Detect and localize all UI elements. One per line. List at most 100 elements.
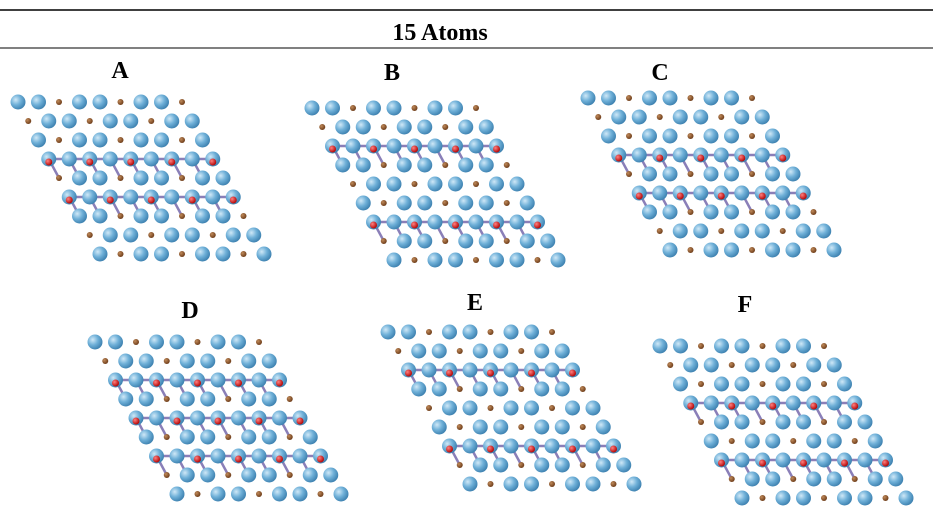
oxygen-atom [133, 418, 140, 425]
oxygen-atom [528, 446, 535, 453]
carbon-atom [225, 434, 231, 440]
carbon-atom [790, 362, 796, 368]
metal-atom [62, 152, 77, 167]
carbon-atom [148, 118, 154, 124]
metal-atom [806, 434, 821, 449]
carbon-atom [518, 462, 524, 468]
structure-panel: A [11, 58, 272, 262]
metal-atom [755, 224, 770, 239]
carbon-atom [488, 405, 494, 411]
carbon-atom [118, 99, 124, 105]
metal-atom [745, 358, 760, 373]
metal-atom [827, 358, 842, 373]
metal-atom [755, 148, 770, 163]
oxygen-atom [153, 456, 160, 463]
oxygen-atom [728, 403, 735, 410]
metal-atom [765, 167, 780, 182]
metal-atom [262, 430, 277, 445]
carbon-atom [287, 434, 293, 440]
metal-atom [596, 420, 611, 435]
metal-atom [765, 472, 780, 487]
metal-atom [704, 358, 719, 373]
metal-atom [185, 114, 200, 129]
metal-atom [241, 468, 256, 483]
carbon-atom [626, 133, 632, 139]
oxygen-atom [86, 159, 93, 166]
oxygen-atom [534, 222, 541, 229]
metal-atom [458, 120, 473, 135]
panel-label: B [384, 60, 400, 86]
carbon-atom [287, 472, 293, 478]
oxygen-atom [569, 370, 576, 377]
metal-atom [448, 101, 463, 116]
carbon-atom [549, 405, 555, 411]
metal-atom [262, 392, 277, 407]
metal-atom [534, 344, 549, 359]
metal-atom [103, 228, 118, 243]
atoms [11, 95, 272, 262]
carbon-atom [426, 405, 432, 411]
metal-atom [272, 487, 287, 502]
metal-atom [555, 458, 570, 473]
metal-atom [356, 120, 371, 135]
carbon-atom [883, 495, 889, 501]
metal-atom [170, 335, 185, 350]
oxygen-atom [718, 460, 725, 467]
carbon-atom [195, 339, 201, 345]
metal-atom [469, 215, 484, 230]
structure-panel: E [381, 290, 642, 492]
metal-atom [139, 354, 154, 369]
metal-atom [381, 325, 396, 340]
carbon-atom [133, 339, 139, 345]
oxygen-atom [66, 197, 73, 204]
metal-atom [551, 253, 566, 268]
metal-atom [417, 158, 432, 173]
metal-atom [216, 247, 231, 262]
metal-atom [642, 129, 657, 144]
metal-atom [565, 401, 580, 416]
carbon-atom [821, 381, 827, 387]
carbon-atom [626, 95, 632, 101]
metal-atom [735, 377, 750, 392]
oxygen-atom [405, 370, 412, 377]
metal-atom [642, 91, 657, 106]
metal-atom [673, 148, 688, 163]
metal-atom [397, 158, 412, 173]
panel-label: D [181, 298, 198, 324]
metal-atom [858, 415, 873, 430]
metal-atom [411, 382, 426, 397]
oxygen-atom [194, 456, 201, 463]
carbon-atom [729, 476, 735, 482]
metal-atom [555, 382, 570, 397]
metal-atom [72, 209, 87, 224]
metal-atom [473, 458, 488, 473]
metal-atom [765, 243, 780, 258]
metal-atom [195, 247, 210, 262]
oxygen-atom [800, 460, 807, 467]
metal-atom [246, 228, 261, 243]
metal-atom [786, 243, 801, 258]
carbon-atom [319, 124, 325, 130]
carbon-atom [698, 419, 704, 425]
metal-atom [272, 411, 287, 426]
metal-atom [888, 472, 903, 487]
metal-atom [200, 468, 215, 483]
carbon-atom [56, 99, 62, 105]
carbon-atom [56, 137, 62, 143]
metal-atom [31, 95, 46, 110]
metal-atom [185, 228, 200, 243]
metal-atom [673, 224, 688, 239]
carbon-atom [442, 124, 448, 130]
metal-atom [786, 205, 801, 220]
metal-atom [195, 133, 210, 148]
metal-atom [714, 148, 729, 163]
metal-atom [510, 177, 525, 192]
carbon-atom [164, 358, 170, 364]
metal-atom [417, 196, 432, 211]
metal-atom [262, 354, 277, 369]
carbon-atom [811, 209, 817, 215]
metal-atom [432, 344, 447, 359]
metal-atom [442, 325, 457, 340]
carbon-atom [241, 251, 247, 257]
